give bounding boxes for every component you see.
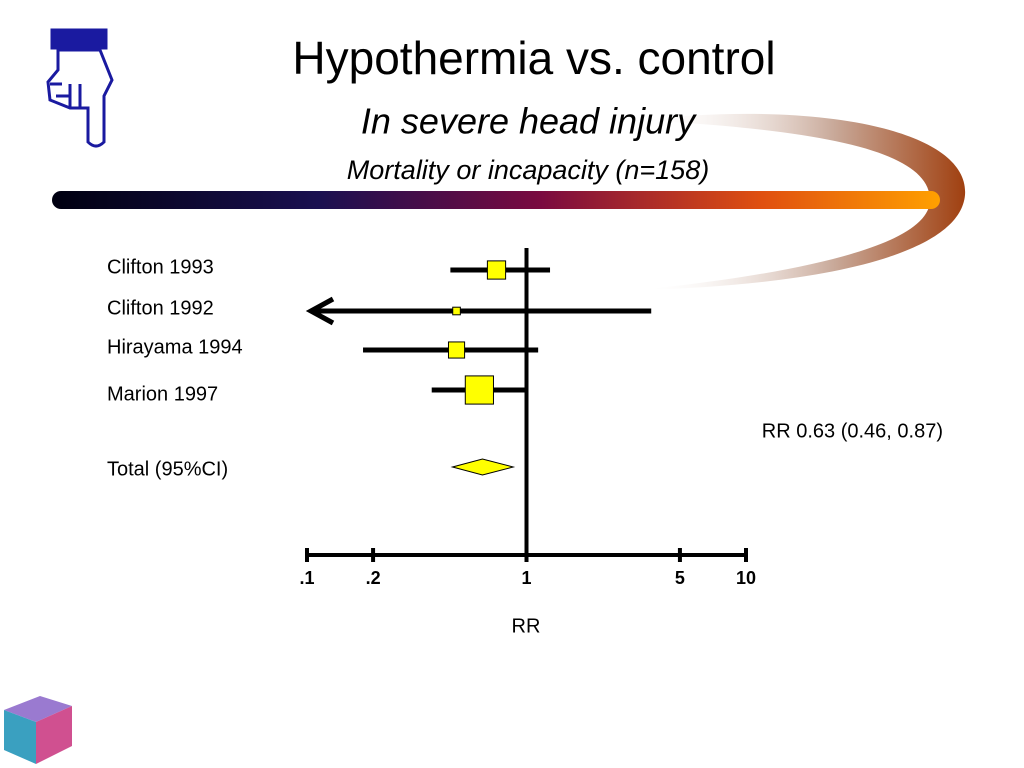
point-estimate <box>452 306 461 316</box>
x-tick-label: 10 <box>736 568 756 588</box>
logo-cube <box>4 696 72 764</box>
total-diamond <box>450 458 516 476</box>
x-tick-label: 5 <box>675 568 685 588</box>
study-label: Clifton 1992 <box>107 297 214 319</box>
chart-subtitle: In severe head injury <box>361 101 697 142</box>
hand-icon <box>46 28 114 148</box>
point-estimate <box>464 375 494 405</box>
x-axis-label: RR <box>512 615 541 637</box>
x-tick-label: .1 <box>299 568 314 588</box>
x-tick-label: 1 <box>521 568 531 588</box>
ci-arrow <box>305 296 335 326</box>
x-tick-label: .2 <box>366 568 381 588</box>
decorative-swoosh <box>640 113 966 290</box>
annotation: RR 0.63 (0.46, 0.87) <box>762 420 943 442</box>
chart-caption: Mortality or incapacity (n=158) <box>347 155 709 185</box>
study-label: Hirayama 1994 <box>107 336 243 358</box>
study-label: Marion 1997 <box>107 383 218 405</box>
point-estimate <box>486 260 507 280</box>
point-estimate <box>447 341 466 359</box>
total-label: Total (95%CI) <box>107 458 228 480</box>
study-label: Clifton 1993 <box>107 256 214 278</box>
chart-title: Hypothermia vs. control <box>292 32 775 84</box>
decorative-bar <box>52 191 940 209</box>
